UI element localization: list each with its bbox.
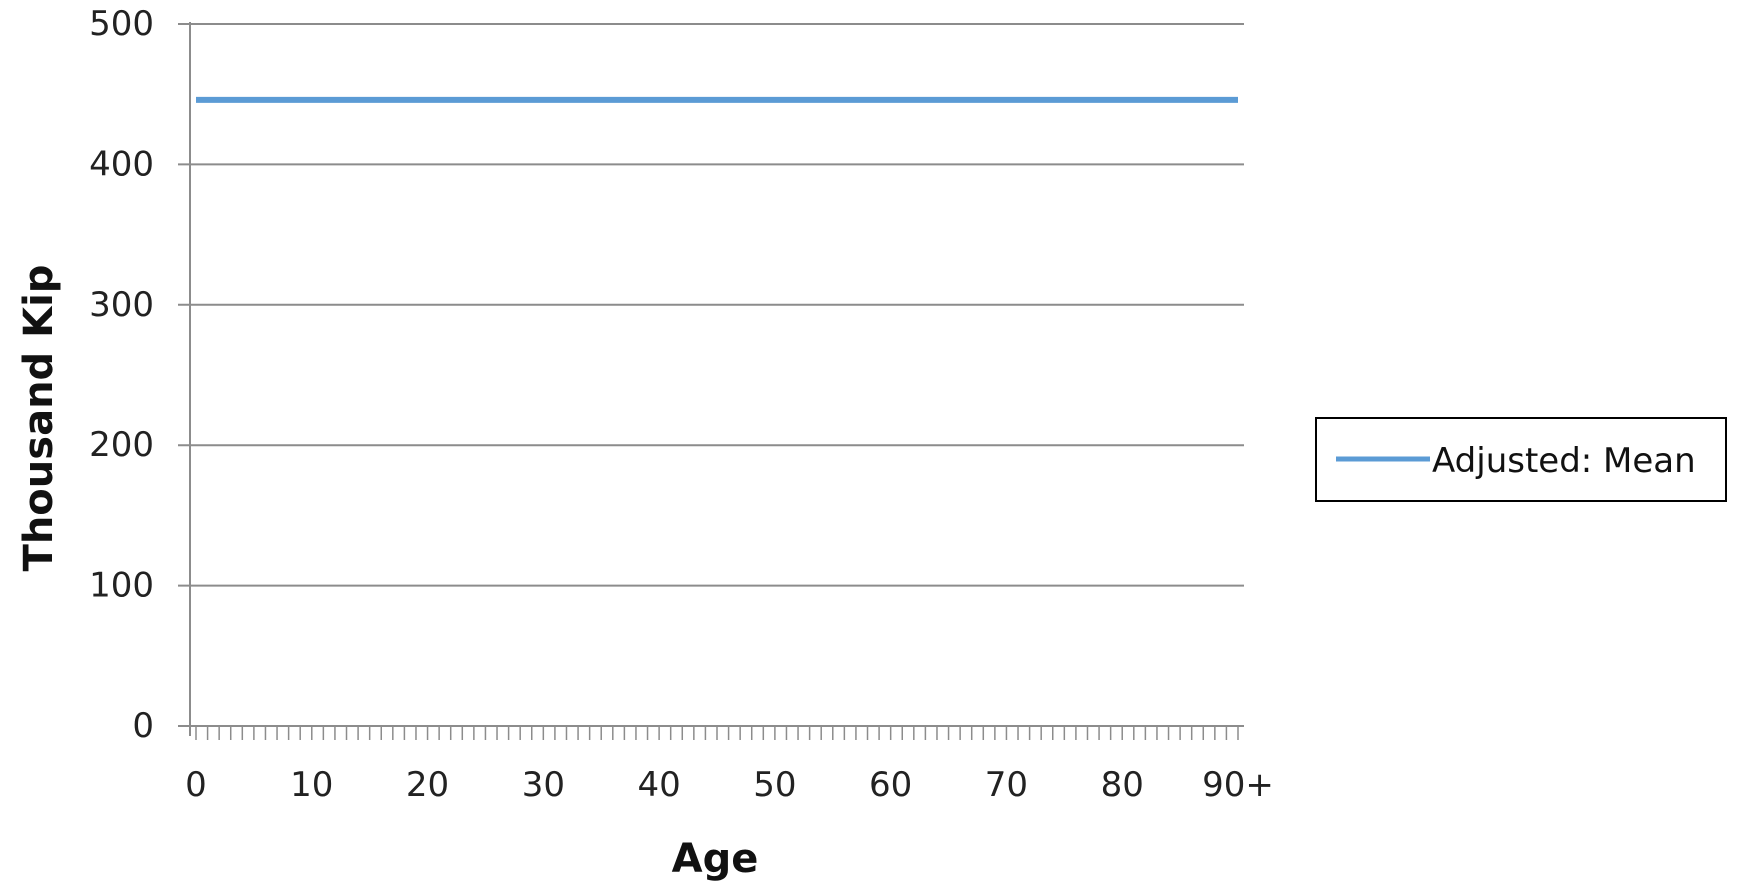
x-tick-label: 80 <box>1101 765 1144 805</box>
x-tick-label: 10 <box>290 765 333 805</box>
y-tick-label: 400 <box>89 144 154 184</box>
legend-label-adjusted-mean: Adjusted: Mean <box>1432 441 1696 481</box>
x-axis-title: Age <box>672 836 759 882</box>
y-tick-label: 200 <box>89 425 154 465</box>
x-tick-labels: 0 10 20 30 40 50 60 70 80 90+ <box>185 765 1274 805</box>
legend: Adjusted: Mean <box>1315 417 1727 502</box>
x-tick-label: 30 <box>522 765 565 805</box>
x-tick-label: 70 <box>985 765 1028 805</box>
x-tick-label: 40 <box>637 765 680 805</box>
y-tick-label: 500 <box>89 4 154 44</box>
x-tick-label: 0 <box>185 765 207 805</box>
y-tick-labels: 0 100 200 300 400 500 <box>89 4 154 746</box>
axes <box>178 22 1244 740</box>
x-tick-label: 90+ <box>1202 765 1274 805</box>
y-tick-label: 100 <box>89 566 154 606</box>
gridlines <box>178 23 1244 587</box>
y-tick-label: 300 <box>89 285 154 325</box>
x-tick-label: 50 <box>753 765 796 805</box>
x-tick-label: 20 <box>406 765 449 805</box>
y-tick-label: 0 <box>132 706 154 746</box>
x-tick-label: 60 <box>869 765 912 805</box>
y-axis-title: Thousand Kip <box>16 265 62 572</box>
